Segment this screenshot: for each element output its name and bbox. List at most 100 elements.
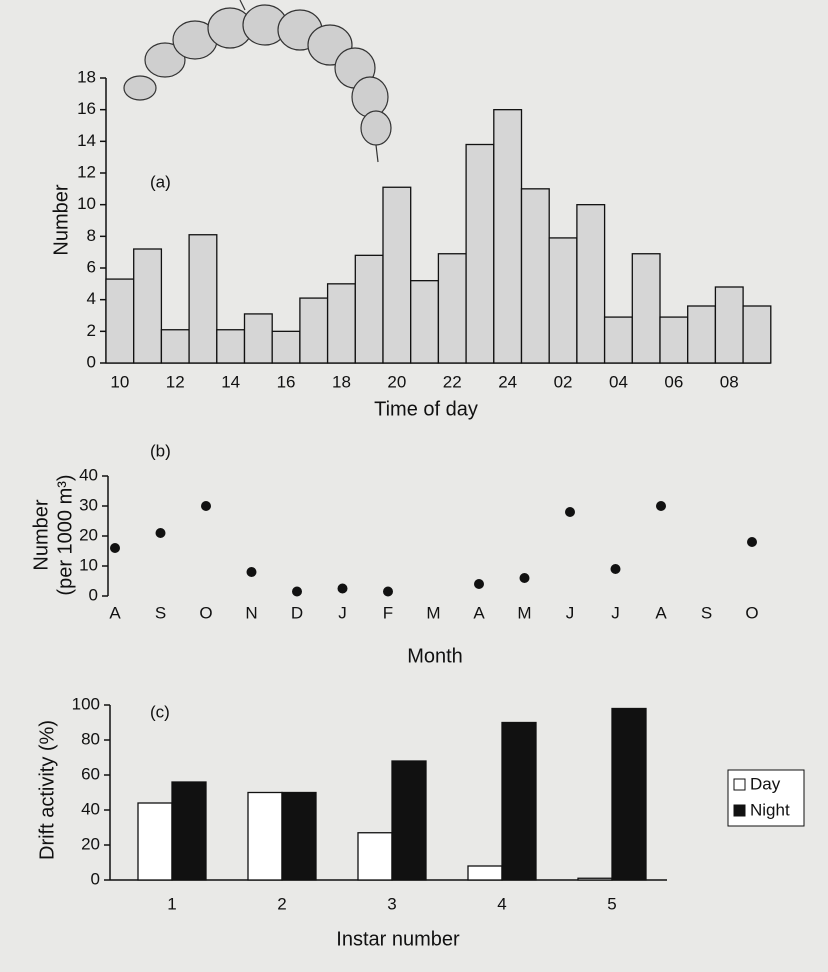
panel-label: (c) — [150, 702, 170, 721]
y-tick-label: 80 — [81, 729, 100, 748]
x-tick-label: M — [517, 603, 531, 622]
data-point — [383, 586, 393, 597]
x-tick-label: S — [701, 603, 712, 622]
y-tick-label: 40 — [79, 465, 98, 484]
data-point — [747, 537, 757, 547]
x-tick-label: 08 — [720, 372, 739, 391]
bar — [410, 280, 440, 364]
bar — [467, 865, 503, 881]
bar — [714, 286, 744, 364]
x-tick-label: 10 — [110, 372, 129, 391]
bar — [160, 329, 190, 364]
legend-swatch — [733, 778, 746, 791]
x-tick-label: A — [473, 603, 485, 622]
bar — [133, 248, 163, 364]
y-axis-title: Number — [30, 499, 52, 570]
bar — [465, 143, 495, 364]
x-tick-label: M — [426, 603, 440, 622]
y-axis-title: (per 1000 m³) — [54, 474, 76, 595]
x-tick-label: F — [383, 603, 393, 622]
y-tick-label: 60 — [81, 764, 100, 783]
y-tick-label: 16 — [77, 99, 96, 118]
x-tick-label: O — [745, 603, 758, 622]
y-tick-label: 10 — [77, 194, 96, 213]
y-tick-label: 0 — [87, 352, 96, 371]
x-tick-label: 2 — [277, 894, 286, 913]
bar — [105, 278, 135, 364]
x-tick-label: A — [655, 603, 667, 622]
x-tick-label: 24 — [498, 372, 517, 391]
bar — [281, 791, 317, 881]
y-tick-label: 100 — [72, 694, 100, 713]
bar — [391, 760, 427, 881]
y-tick-label: 30 — [79, 495, 98, 514]
x-tick-label: 4 — [497, 894, 506, 913]
legend-swatch — [733, 804, 746, 817]
bar — [247, 791, 283, 881]
data-point — [610, 564, 621, 574]
data-point — [656, 501, 666, 511]
x-axis-title: Instar number — [336, 928, 460, 950]
bar — [603, 316, 633, 364]
x-tick-label: 5 — [607, 894, 616, 913]
bar — [216, 329, 246, 364]
bar — [611, 707, 647, 881]
bar — [576, 204, 606, 364]
legend-label: Night — [750, 800, 790, 819]
bar — [299, 297, 329, 364]
bar — [548, 237, 578, 364]
y-tick-label: 2 — [87, 321, 96, 340]
x-tick-label: 06 — [664, 372, 683, 391]
x-tick-label: S — [155, 603, 166, 622]
data-point — [246, 567, 257, 577]
y-tick-label: 40 — [81, 799, 100, 818]
bar — [501, 721, 537, 881]
data-point — [201, 501, 211, 511]
y-tick-label: 4 — [87, 289, 96, 308]
x-tick-label: 12 — [166, 372, 185, 391]
panel-label: (b) — [150, 441, 171, 460]
x-tick-label: 22 — [443, 372, 462, 391]
bar — [382, 186, 412, 364]
y-tick-label: 18 — [77, 67, 96, 86]
y-tick-label: 6 — [87, 257, 96, 276]
y-tick-label: 10 — [79, 555, 98, 574]
data-point — [474, 579, 484, 589]
y-tick-label: 0 — [89, 585, 98, 604]
x-tick-label: 14 — [221, 372, 240, 391]
bar — [354, 254, 384, 364]
data-point — [565, 507, 575, 517]
bar — [520, 188, 550, 364]
y-axis-title: Number — [50, 184, 72, 255]
data-point — [519, 573, 530, 583]
x-axis-title: Time of day — [374, 398, 478, 420]
bar — [357, 832, 393, 881]
data-point — [110, 543, 120, 553]
x-tick-label: O — [199, 603, 212, 622]
bar — [437, 253, 467, 364]
y-tick-label: 20 — [79, 525, 98, 544]
bar — [271, 330, 301, 364]
bar — [577, 877, 613, 881]
x-tick-label: 20 — [387, 372, 406, 391]
bar — [687, 305, 717, 364]
data-point — [337, 583, 348, 594]
x-tick-label: J — [338, 603, 347, 622]
bar — [137, 802, 173, 881]
bar — [659, 316, 689, 364]
x-tick-label: D — [291, 603, 303, 622]
legend-label: Day — [750, 774, 781, 793]
x-axis-title: Month — [407, 645, 463, 667]
x-tick-label: N — [245, 603, 257, 622]
x-tick-label: A — [109, 603, 121, 622]
bar — [742, 305, 772, 364]
data-point — [292, 586, 302, 597]
x-tick-label: 1 — [167, 894, 176, 913]
y-tick-label: 14 — [77, 131, 96, 150]
x-tick-label: 04 — [609, 372, 628, 391]
bar — [493, 109, 523, 364]
x-tick-label: J — [566, 603, 575, 622]
y-tick-label: 12 — [77, 162, 96, 181]
x-tick-label: J — [611, 603, 620, 622]
